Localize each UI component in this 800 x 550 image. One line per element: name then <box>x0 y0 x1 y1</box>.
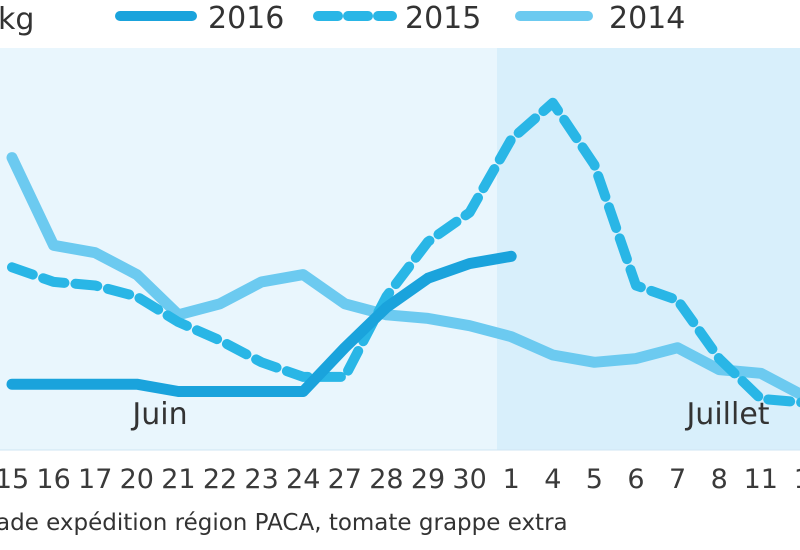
x-tick-label: 22 <box>203 464 237 495</box>
legend-label-2014: 2014 <box>609 1 685 36</box>
legend: 2016 2015 2014 <box>115 1 685 36</box>
x-tick-label: 5 <box>586 464 603 495</box>
source-note: ade expédition région PACA, tomate grapp… <box>0 510 568 536</box>
x-tick-label: 17 <box>78 464 112 495</box>
x-tick-label: 23 <box>244 464 278 495</box>
series-line-2014 <box>6 152 800 401</box>
x-tick-label: 20 <box>120 464 154 495</box>
x-tick-label: 16 <box>36 464 70 495</box>
series-layer <box>6 97 800 408</box>
x-tick-label: 28 <box>369 464 403 495</box>
x-tick-label: 30 <box>452 464 486 495</box>
x-tick-label: 27 <box>328 464 362 495</box>
month-label-juin: Juin <box>130 397 187 432</box>
legend-label-2016: 2016 <box>208 1 284 36</box>
unit-label: kg <box>0 2 34 37</box>
series-line-2016 <box>6 250 517 397</box>
x-tick-label: 29 <box>411 464 445 495</box>
x-tick-label: 7 <box>669 464 686 495</box>
x-tick-label: 1 <box>503 464 520 495</box>
x-tick-label: 4 <box>544 464 561 495</box>
x-tick-label: 1 <box>794 464 800 495</box>
x-tick-label: 6 <box>627 464 644 495</box>
x-tick-labels: 151617202122232427282930145678111 <box>0 464 800 495</box>
legend-label-2015: 2015 <box>405 1 481 36</box>
x-tick-label: 11 <box>744 464 778 495</box>
x-tick-label: 24 <box>286 464 320 495</box>
x-tick-label: 15 <box>0 464 29 495</box>
series-line-2015 <box>7 97 800 408</box>
x-tick-label: 21 <box>161 464 195 495</box>
x-tick-label: 8 <box>711 464 728 495</box>
month-label-juillet: Juillet <box>684 397 769 432</box>
